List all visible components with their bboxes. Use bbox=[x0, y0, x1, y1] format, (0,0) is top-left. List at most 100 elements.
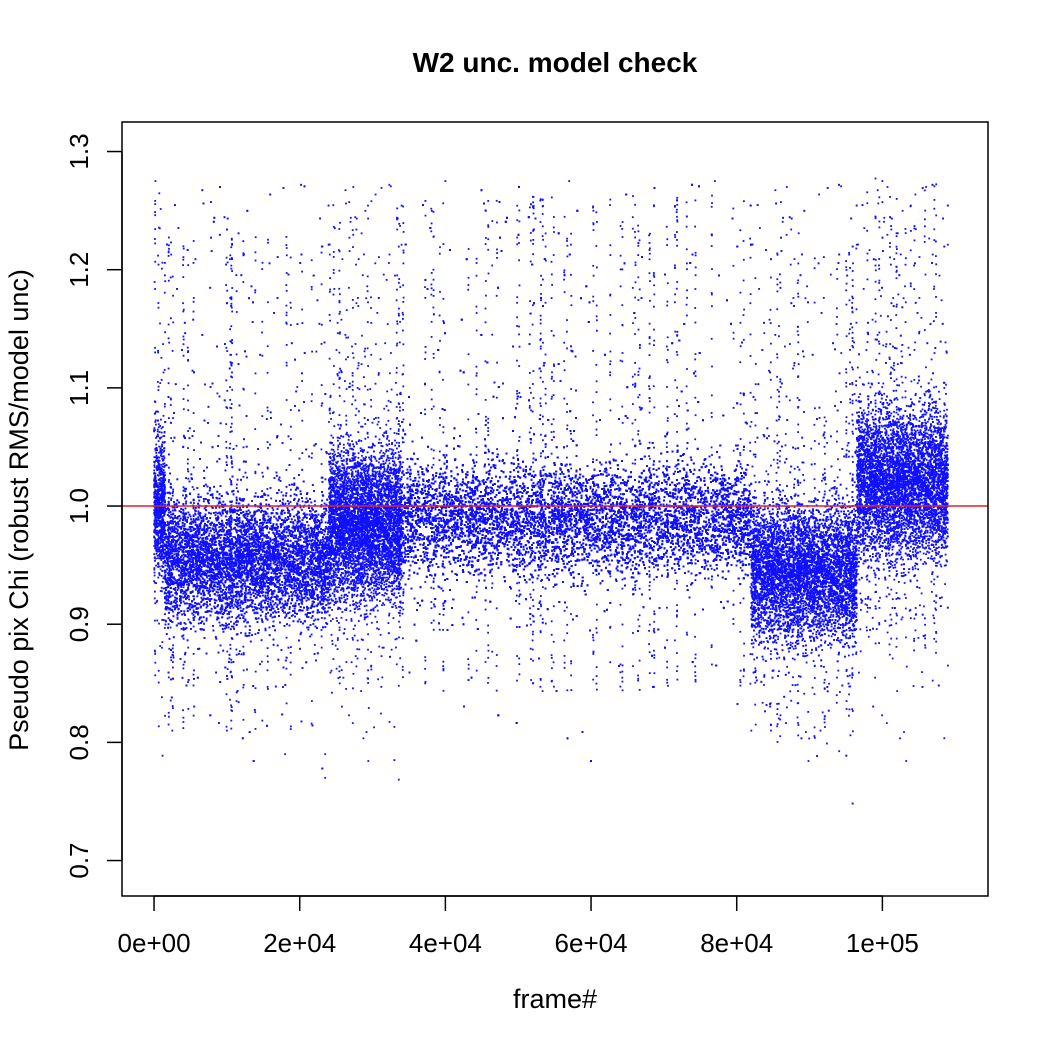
data-point bbox=[154, 352, 156, 354]
data-point bbox=[157, 474, 159, 476]
data-point bbox=[157, 255, 159, 257]
data-point bbox=[160, 497, 162, 499]
data-point bbox=[159, 574, 161, 576]
data-point bbox=[157, 429, 159, 431]
data-point bbox=[230, 621, 232, 623]
data-point bbox=[164, 441, 166, 443]
data-point bbox=[162, 539, 164, 541]
data-point bbox=[157, 564, 159, 566]
data-point bbox=[164, 504, 166, 506]
data-point bbox=[161, 468, 163, 470]
data-point bbox=[155, 424, 157, 426]
data-point bbox=[161, 486, 163, 488]
data-point bbox=[154, 662, 156, 664]
data-point bbox=[154, 281, 156, 283]
data-point bbox=[156, 600, 158, 602]
data-point bbox=[161, 587, 163, 589]
data-point bbox=[157, 352, 159, 354]
data-point bbox=[156, 503, 158, 505]
data-point bbox=[154, 494, 156, 496]
data-point bbox=[160, 450, 162, 452]
data-point bbox=[163, 500, 165, 502]
data-point bbox=[164, 466, 166, 468]
data-point bbox=[156, 620, 158, 622]
data-point bbox=[156, 553, 158, 555]
data-point bbox=[164, 539, 166, 541]
data-point bbox=[159, 323, 161, 325]
data-point bbox=[158, 510, 160, 512]
data-point bbox=[158, 682, 160, 684]
data-point bbox=[160, 489, 162, 491]
data-point bbox=[161, 427, 163, 429]
data-point bbox=[154, 572, 156, 574]
data-point bbox=[164, 431, 166, 433]
data-point bbox=[159, 431, 161, 433]
data-point bbox=[161, 268, 163, 270]
data-point bbox=[155, 411, 157, 413]
data-point bbox=[154, 211, 156, 213]
data-point bbox=[154, 602, 156, 604]
data-point bbox=[157, 518, 159, 520]
data-point bbox=[160, 208, 162, 210]
data-point bbox=[161, 500, 163, 502]
data-point bbox=[161, 531, 163, 533]
data-point bbox=[161, 458, 163, 460]
data-point bbox=[161, 507, 163, 509]
data-point bbox=[155, 539, 157, 541]
data-point bbox=[158, 440, 160, 442]
data-point bbox=[155, 460, 157, 462]
data-point bbox=[157, 555, 159, 557]
data-point bbox=[154, 519, 156, 521]
data-point bbox=[158, 479, 160, 481]
data-point bbox=[158, 302, 160, 304]
data-point bbox=[158, 386, 160, 388]
data-point bbox=[267, 601, 269, 603]
data-point bbox=[159, 566, 161, 568]
data-point bbox=[316, 351, 318, 353]
data-point bbox=[162, 465, 164, 467]
data-point bbox=[232, 536, 234, 538]
data-point bbox=[163, 435, 165, 437]
data-point bbox=[155, 490, 157, 492]
data-point bbox=[154, 556, 156, 558]
data-point bbox=[162, 518, 164, 520]
data-point bbox=[160, 477, 162, 479]
data-point bbox=[154, 203, 156, 205]
data-point bbox=[181, 628, 183, 630]
data-point bbox=[154, 492, 156, 494]
data-point bbox=[161, 555, 163, 557]
data-point bbox=[157, 491, 159, 493]
data-point bbox=[163, 557, 165, 559]
data-point bbox=[159, 438, 161, 440]
data-point bbox=[163, 497, 165, 499]
data-point bbox=[297, 500, 299, 502]
data-point bbox=[158, 502, 160, 504]
data-point bbox=[157, 434, 159, 436]
data-point bbox=[162, 262, 164, 264]
data-point bbox=[154, 427, 156, 429]
data-point bbox=[155, 545, 157, 547]
data-point bbox=[162, 566, 164, 568]
data-point bbox=[293, 573, 295, 575]
data-point bbox=[154, 347, 156, 349]
data-point bbox=[157, 557, 159, 559]
data-point bbox=[159, 645, 161, 647]
data-point bbox=[154, 261, 156, 263]
data-point bbox=[192, 486, 194, 488]
data-point bbox=[164, 447, 166, 449]
data-point bbox=[163, 588, 165, 590]
data-point bbox=[158, 494, 160, 496]
data-point bbox=[153, 461, 155, 463]
data-point bbox=[154, 228, 156, 230]
data-point bbox=[272, 509, 274, 511]
data-point bbox=[162, 460, 164, 462]
data-point bbox=[154, 413, 156, 415]
data-point bbox=[159, 382, 161, 384]
data-point bbox=[154, 200, 156, 202]
data-point bbox=[160, 464, 162, 466]
data-point bbox=[157, 381, 159, 383]
data-point bbox=[161, 444, 163, 446]
data-point bbox=[155, 550, 157, 552]
data-point bbox=[154, 421, 156, 423]
